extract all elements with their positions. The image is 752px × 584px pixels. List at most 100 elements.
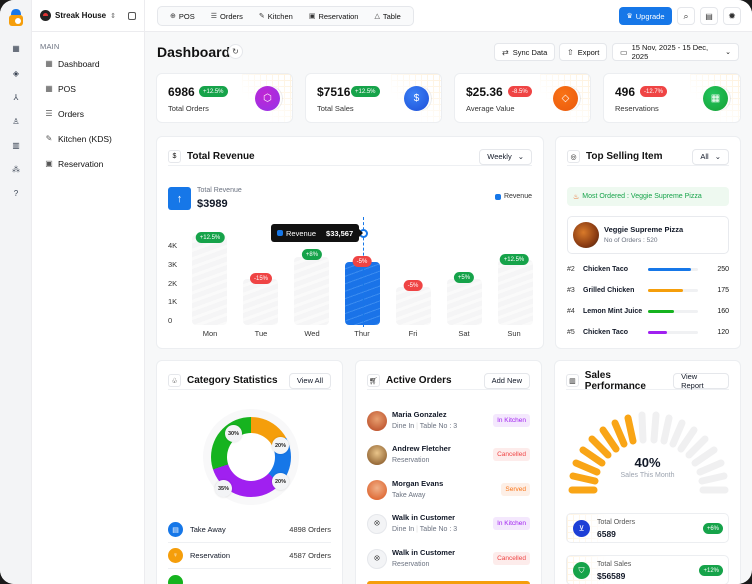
item-label: Total Sales — [597, 561, 632, 568]
most-ordered-text: Most Ordered : Veggie Supreme Pizza — [582, 193, 702, 200]
notifications-button[interactable]: ▤ — [700, 7, 718, 25]
featured-orders: No of Orders : 520 — [604, 237, 658, 244]
tab-pos[interactable]: ⊕ POS — [162, 6, 203, 26]
item-value: 160 — [717, 307, 729, 315]
restaurant-switcher[interactable]: Streak House ⇕ — [32, 0, 144, 32]
tab-kitchen[interactable]: ✎ Kitchen — [251, 6, 301, 26]
users-icon: ꕕ — [367, 514, 387, 534]
bar-chart-icon: ▥ — [566, 374, 579, 387]
category-icon: ♧ — [168, 374, 181, 387]
sidebar-item-reservation[interactable]: ▣ Reservation — [32, 151, 144, 176]
chart-tooltip: Revenue $33,567 — [271, 224, 364, 242]
top-selling-card: ◎ Top Selling Item All ⌄ ♨ Most Ordered : … — [555, 136, 741, 349]
tab-label: Table — [382, 11, 401, 21]
add-new-button[interactable]: Add New — [483, 372, 530, 389]
order-row[interactable]: Andrew Fletcher Reservation Cancelled — [367, 443, 530, 473]
merge-icon[interactable]: ⅄ — [13, 92, 19, 102]
bar-sat[interactable] — [447, 279, 482, 325]
period-select[interactable]: Weekly ⌄ — [479, 148, 532, 165]
card-title: Top Selling Item — [586, 151, 663, 162]
sync-icon: ⇄ — [502, 47, 509, 57]
page-title: Dashboard — [157, 44, 231, 60]
bar-mon[interactable] — [192, 235, 227, 325]
sidebar-item-pos[interactable]: ▦ POS — [32, 76, 144, 101]
item-name: Lemon Mint Juice — [583, 307, 643, 315]
status-badge: In Kitchen — [493, 414, 530, 427]
tab-orders[interactable]: ☰ Orders — [203, 6, 251, 26]
order-row[interactable]: Maria Gonzalez Dine In | Table No : 3 In… — [367, 409, 530, 439]
sync-data-button[interactable]: ⇄ Sync Data — [494, 43, 556, 61]
layers-icon[interactable]: ◈ — [12, 68, 20, 78]
avatar — [367, 445, 387, 465]
progress-bar — [648, 267, 698, 271]
bar-change-badge: -5% — [352, 256, 372, 267]
bar-change-badge: +12.5% — [195, 232, 225, 243]
dollar-icon: $ — [168, 150, 181, 163]
card-header: ♧ Category Statistics View All — [168, 372, 331, 390]
bar-tue[interactable] — [243, 279, 278, 325]
sidebar-item-orders[interactable]: ☰ Orders — [32, 101, 144, 126]
refresh-button[interactable]: ↻ — [228, 44, 243, 59]
search-button[interactable]: ⌕ — [677, 7, 695, 25]
category-icon — [168, 574, 183, 584]
bar-wed[interactable] — [294, 257, 329, 325]
item-value: $56589 — [597, 571, 626, 581]
bar-fri[interactable] — [396, 287, 431, 325]
category-label: Take Away — [190, 525, 226, 534]
network-icon[interactable]: ⁂ — [12, 164, 20, 174]
upgrade-button[interactable]: ♛ Upgrade — [619, 7, 672, 25]
legend-swatch — [494, 193, 501, 200]
users-icon[interactable]: ♙ — [12, 116, 20, 126]
collapse-sidebar-icon[interactable] — [128, 11, 136, 20]
status-badge: Cancelled — [493, 552, 530, 565]
order-row[interactable]: ꕕ Walk in Customer Reservation Cancelled — [367, 547, 530, 577]
library-icon[interactable]: ▥ — [12, 140, 20, 150]
slice-label: 20% — [272, 473, 289, 490]
settings-button[interactable]: ✹ — [723, 7, 741, 25]
filter-select[interactable]: All ⌄ — [692, 148, 729, 165]
main-content: Dashboard ↻ ⇄ Sync Data ⇧ Export ▭ 15 Nov, … — [145, 32, 752, 584]
grid-icon: ▦ — [45, 59, 53, 68]
stat-label: Total Orders — [168, 104, 209, 113]
icon-rail: ▦ ◈ ⅄ ♙ ▥ ⁂ ? — [0, 0, 32, 584]
sidebar-item-kitchen[interactable]: ✎ Kitchen (KDS) — [32, 126, 144, 151]
tab-reservation[interactable]: ▣ Reservation — [301, 6, 367, 26]
date-range-picker[interactable]: ▭ 15 Nov, 2025 - 15 Dec, 2025 ⌄ — [612, 43, 739, 61]
app-logo-icon — [9, 9, 23, 26]
sidebar-item-dashboard[interactable]: ▦ Dashboard — [32, 51, 144, 76]
export-button[interactable]: ⇧ Export — [559, 43, 608, 61]
chart-legend: Revenue — [494, 193, 532, 200]
help-icon[interactable]: ? — [13, 188, 19, 198]
stat-value: $7516 — [317, 85, 351, 99]
view-all-button[interactable]: View All — [288, 372, 331, 389]
y-tick: 2K — [168, 279, 178, 288]
button-label: Add New — [491, 376, 522, 385]
card-header: ▥ Sales Performance View Report — [566, 370, 729, 392]
grid-icon[interactable]: ▦ — [12, 43, 20, 53]
upgrade-label: Upgrade — [635, 11, 665, 21]
dollar-icon: $ — [404, 86, 429, 111]
bar-sun[interactable] — [498, 260, 533, 325]
customer-name: Maria Gonzalez — [392, 410, 447, 419]
sync-label: Sync Data — [512, 47, 548, 57]
order-row[interactable]: Morgan Evans Take Away Served — [367, 478, 530, 508]
sidebar-item-label: Orders — [58, 108, 84, 119]
status-badge: Cancelled — [493, 448, 530, 461]
chevron-updown-icon: ⇕ — [110, 12, 117, 20]
card-title: Total Revenue — [187, 151, 255, 162]
tab-table[interactable]: △ Table — [366, 6, 408, 26]
avatar — [367, 411, 387, 431]
order-row[interactable]: ꕕ Walk in Customer Dine In | Table No : … — [367, 512, 530, 542]
view-report-button[interactable]: View Report — [673, 371, 729, 390]
order-meta: Reservation — [392, 561, 430, 568]
button-label: View Report — [681, 371, 704, 390]
list-item: #4 Lemon Mint Juice 160 — [567, 305, 729, 317]
tooltip-value: $33,567 — [326, 228, 354, 238]
bar-thur[interactable] — [345, 262, 380, 325]
featured-item[interactable]: Veggie Supreme Pizza No of Orders : 520 — [567, 216, 729, 254]
tag-icon: ◇ — [553, 86, 578, 111]
category-value: 4587 Orders — [289, 551, 331, 560]
x-label: Sun — [507, 329, 521, 338]
reservation-icon: ▣ — [308, 13, 316, 20]
kitchen-icon: ✎ — [45, 134, 53, 143]
